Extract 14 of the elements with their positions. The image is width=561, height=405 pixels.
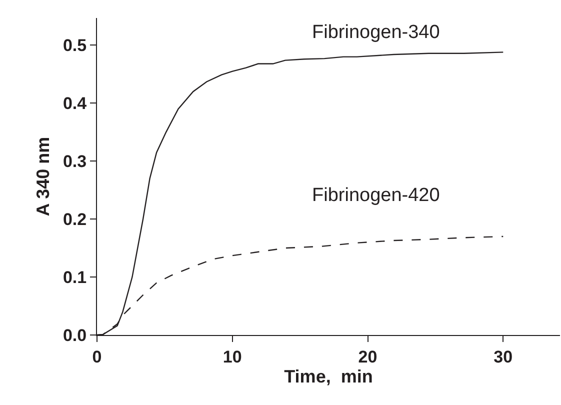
series-label: Fibrinogen-420 xyxy=(312,185,440,206)
x-axis-title: Time, min xyxy=(284,366,373,386)
series-label: Fibrinogen-340 xyxy=(312,22,440,43)
y-tick-label: 0.1 xyxy=(62,268,87,287)
x-tick-label: 0 xyxy=(92,347,102,366)
y-tick-label: 0.5 xyxy=(62,36,87,56)
x-tick-label: 20 xyxy=(358,347,378,366)
x-tick-label: 30 xyxy=(494,347,513,366)
y-tick-label: 0.2 xyxy=(62,210,87,230)
y-tick-label: 0.4 xyxy=(62,94,88,114)
y-axis-title: A 340 nm xyxy=(33,136,54,216)
y-tick-label: 0.3 xyxy=(62,152,87,172)
y-tick-label: 0.0 xyxy=(62,326,87,345)
x-tick-label: 10 xyxy=(222,347,242,366)
